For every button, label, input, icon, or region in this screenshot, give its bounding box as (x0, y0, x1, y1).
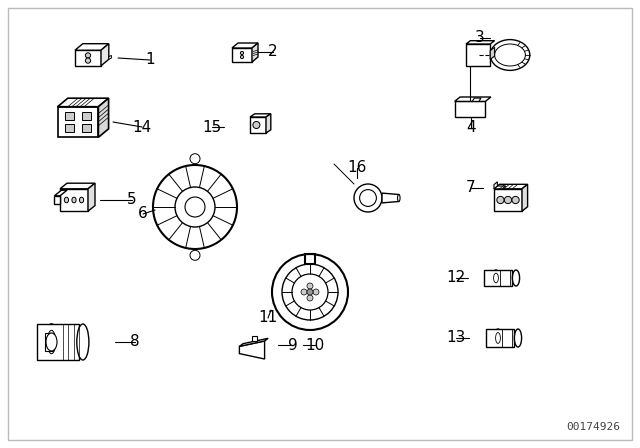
Ellipse shape (494, 329, 502, 347)
Text: 6: 6 (138, 207, 148, 221)
Text: 12: 12 (446, 271, 466, 285)
Circle shape (307, 295, 313, 301)
Circle shape (497, 196, 504, 204)
Polygon shape (490, 47, 495, 60)
Circle shape (272, 254, 348, 330)
Polygon shape (54, 190, 67, 196)
Circle shape (175, 187, 215, 227)
Bar (486, 329, 515, 347)
Polygon shape (494, 184, 527, 189)
Polygon shape (58, 98, 109, 107)
Circle shape (282, 264, 338, 320)
Polygon shape (494, 189, 522, 211)
Bar (65, 125, 74, 132)
Circle shape (85, 53, 91, 58)
Ellipse shape (72, 197, 76, 203)
Ellipse shape (46, 333, 57, 351)
Bar (65, 112, 74, 120)
Polygon shape (252, 43, 258, 62)
Ellipse shape (513, 270, 520, 286)
Text: 5: 5 (127, 193, 137, 207)
Polygon shape (494, 186, 506, 189)
Text: 8: 8 (130, 335, 140, 349)
Text: 16: 16 (348, 160, 367, 176)
Polygon shape (494, 182, 497, 189)
Polygon shape (382, 193, 399, 203)
Polygon shape (60, 189, 88, 211)
Circle shape (241, 52, 244, 55)
Text: 3: 3 (475, 30, 485, 46)
Polygon shape (466, 44, 490, 66)
Bar (82, 112, 92, 120)
Ellipse shape (79, 197, 84, 203)
Bar (82, 125, 92, 132)
Polygon shape (232, 43, 258, 48)
Ellipse shape (45, 324, 58, 360)
Circle shape (241, 56, 244, 59)
Text: 14: 14 (132, 120, 152, 134)
Ellipse shape (77, 324, 89, 360)
Circle shape (185, 197, 205, 217)
Circle shape (253, 121, 260, 129)
Circle shape (307, 289, 313, 295)
Polygon shape (109, 56, 111, 59)
Ellipse shape (397, 194, 400, 202)
Polygon shape (454, 97, 491, 101)
Text: 11: 11 (259, 310, 278, 326)
Circle shape (512, 196, 519, 204)
Polygon shape (60, 183, 95, 189)
Text: 9: 9 (288, 337, 298, 353)
Polygon shape (466, 41, 495, 44)
Ellipse shape (495, 332, 500, 344)
Polygon shape (99, 98, 109, 137)
Circle shape (153, 165, 237, 249)
Text: 2: 2 (268, 44, 278, 60)
Polygon shape (232, 48, 252, 62)
Circle shape (307, 283, 313, 289)
Circle shape (190, 250, 200, 260)
Polygon shape (58, 107, 99, 137)
Circle shape (354, 184, 382, 212)
Polygon shape (266, 114, 271, 133)
Text: 10: 10 (305, 337, 324, 353)
Circle shape (292, 274, 328, 310)
Ellipse shape (490, 39, 530, 70)
Polygon shape (88, 183, 95, 211)
Ellipse shape (493, 273, 499, 283)
Polygon shape (75, 44, 109, 50)
Text: 7: 7 (466, 181, 476, 195)
Circle shape (360, 190, 376, 207)
Text: 13: 13 (446, 331, 466, 345)
Polygon shape (239, 341, 264, 359)
Circle shape (85, 58, 91, 63)
Text: 4: 4 (466, 121, 476, 135)
Text: 00174926: 00174926 (566, 422, 620, 432)
Ellipse shape (495, 44, 525, 66)
Polygon shape (250, 117, 266, 133)
Ellipse shape (65, 197, 68, 203)
Text: 15: 15 (202, 120, 221, 134)
Polygon shape (454, 101, 485, 117)
Ellipse shape (515, 329, 522, 347)
Circle shape (313, 289, 319, 295)
Circle shape (301, 289, 307, 295)
Circle shape (190, 154, 200, 164)
Circle shape (504, 196, 511, 204)
Bar (38, 324, 79, 360)
Bar (484, 270, 513, 286)
Polygon shape (472, 98, 481, 101)
Polygon shape (101, 44, 109, 66)
Text: 1: 1 (145, 52, 155, 68)
Polygon shape (522, 184, 527, 211)
Ellipse shape (492, 270, 500, 286)
Ellipse shape (47, 330, 56, 354)
Polygon shape (75, 50, 101, 66)
Polygon shape (239, 338, 268, 346)
Polygon shape (54, 196, 60, 204)
Polygon shape (45, 333, 52, 351)
Polygon shape (250, 114, 271, 117)
Polygon shape (252, 336, 257, 341)
